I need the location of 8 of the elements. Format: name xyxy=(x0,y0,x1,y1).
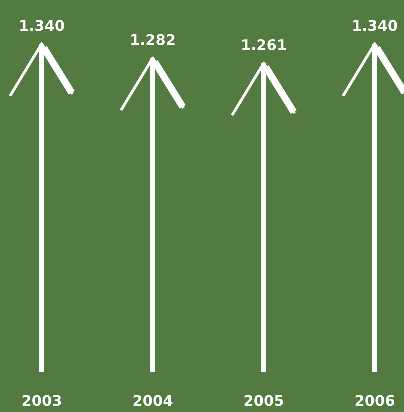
data-label: 1.261 xyxy=(242,39,286,51)
data-label: 1.340 xyxy=(354,20,398,32)
x-tick-label: 2006 xyxy=(356,395,395,406)
data-label: 1.282 xyxy=(132,34,175,46)
data-label: 1.340 xyxy=(20,20,64,32)
x-tick-label: 2004 xyxy=(134,395,173,406)
x-tick-label: 2003 xyxy=(22,395,62,406)
x-tick-label: 2005 xyxy=(244,395,284,406)
